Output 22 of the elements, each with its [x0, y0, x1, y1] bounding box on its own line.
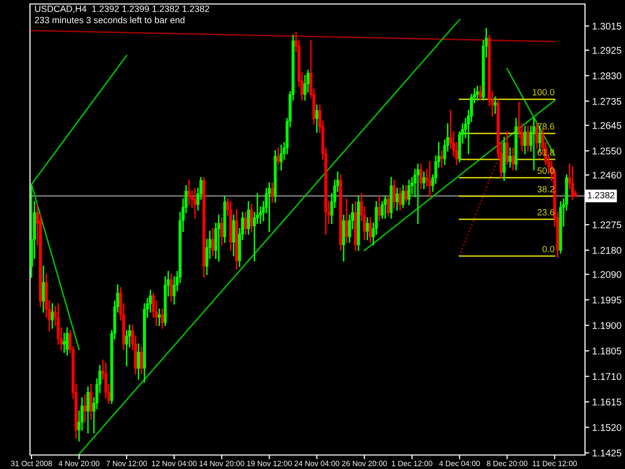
- series-label: 100.0: [532, 89, 554, 96]
- series-label: 0.0: [542, 246, 554, 252]
- y-tick-label: 1.2460: [592, 172, 622, 179]
- text: 233 minutes 3 seconds left to bar end: [34, 16, 184, 24]
- y-tick-label: 1.3015: [592, 22, 622, 30]
- y-tick-label: 1.1995: [592, 296, 622, 304]
- y-tick-label: 1.1520: [592, 424, 622, 431]
- y-tick-label: 1.1710: [592, 373, 622, 380]
- y-tick-label: 1.1900: [592, 322, 622, 329]
- y-tick-label: 1.2275: [592, 221, 622, 228]
- y-tick-label: 1.2645: [592, 122, 622, 129]
- y-tick-label: 1.2550: [592, 148, 622, 154]
- y-tick-label: 1.1425: [592, 450, 622, 456]
- chart-title: USDCAD,H4 1.2392 1.2399 1.2382 1.2382: [35, 6, 210, 14]
- y-tick-label: 1.2925: [592, 46, 622, 54]
- y-tick-label: 1.2090: [592, 271, 622, 278]
- y-tick-label: 1.2180: [592, 246, 622, 254]
- y-tick-label: 1.2735: [592, 98, 622, 105]
- y-tick-label: 1.1805: [592, 348, 622, 354]
- y-tick-label: 1.2830: [592, 72, 622, 80]
- y-tick-label: 1.1615: [592, 398, 622, 406]
- ref-line-label: 1.2382: [588, 192, 614, 198]
